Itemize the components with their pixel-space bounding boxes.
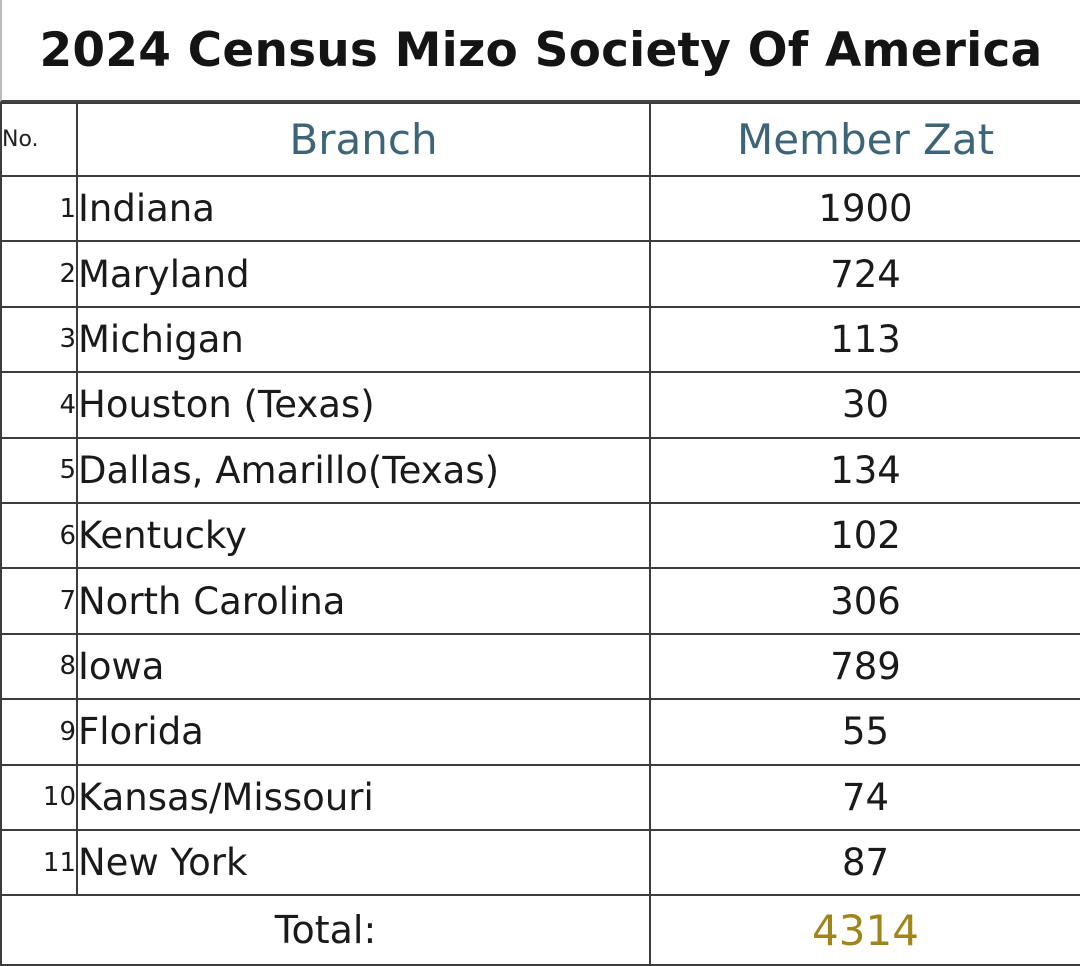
table-title: 2024 Census Mizo Society Of America [0,0,1080,102]
table-row: 11 New York 87 [0,828,1080,897]
member-count: 102 [649,501,1080,570]
row-number: 3 [0,305,78,374]
column-header-members: Member Zat [649,102,1080,177]
table-row: 1 Indiana 1900 [0,174,1080,243]
member-count: 113 [649,305,1080,374]
table-row: 10 Kansas/Missouri 74 [0,763,1080,831]
census-table: No. Branch Member Zat 1 Indiana 1900 2 Maryl… [0,102,1080,966]
table-row: 2 Maryland 724 [0,240,1080,308]
table-row: 7 North Carolina 306 [0,567,1080,635]
row-number: 9 [0,698,78,766]
row-number: 6 [0,501,78,570]
member-count: 30 [649,371,1080,439]
branch-name: Indiana [76,174,651,243]
branch-name: Kentucky [76,501,651,570]
total-value: 4314 [649,894,1080,966]
member-count: 55 [649,698,1080,766]
total-label: Total: [0,894,651,966]
total-row: Total: 4314 [0,894,1080,966]
branch-name: Iowa [76,632,651,701]
row-number: 1 [0,174,78,243]
table-row: 6 Kentucky 102 [0,501,1080,570]
member-count: 134 [649,436,1080,504]
column-header-no: No. [0,102,78,177]
branch-name: Houston (Texas) [76,371,651,439]
table-row: 5 Dallas, Amarillo(Texas) 134 [0,436,1080,504]
branch-name: Florida [76,698,651,766]
table-row: 9 Florida 55 [0,698,1080,766]
member-count: 87 [649,828,1080,897]
branch-name: Maryland [76,240,651,308]
row-number: 11 [0,828,78,897]
table-row: 3 Michigan 113 [0,305,1080,374]
column-header-branch: Branch [76,102,651,177]
header-row: No. Branch Member Zat [0,102,1080,177]
row-number: 7 [0,567,78,635]
member-count: 306 [649,567,1080,635]
member-count: 1900 [649,174,1080,243]
member-count: 724 [649,240,1080,308]
table-row: 4 Houston (Texas) 30 [0,371,1080,439]
row-number: 4 [0,371,78,439]
member-count: 789 [649,632,1080,701]
table-row: 8 Iowa 789 [0,632,1080,701]
branch-name: New York [76,828,651,897]
branch-name: North Carolina [76,567,651,635]
row-number: 5 [0,436,78,504]
member-count: 74 [649,763,1080,831]
row-number: 10 [0,763,78,831]
branch-name: Dallas, Amarillo(Texas) [76,436,651,504]
table-body: 1 Indiana 1900 2 Maryland 724 3 Michigan 113 4 Hou… [0,174,1080,897]
branch-name: Michigan [76,305,651,374]
branch-name: Kansas/Missouri [76,763,651,831]
row-number: 2 [0,240,78,308]
row-number: 8 [0,632,78,701]
